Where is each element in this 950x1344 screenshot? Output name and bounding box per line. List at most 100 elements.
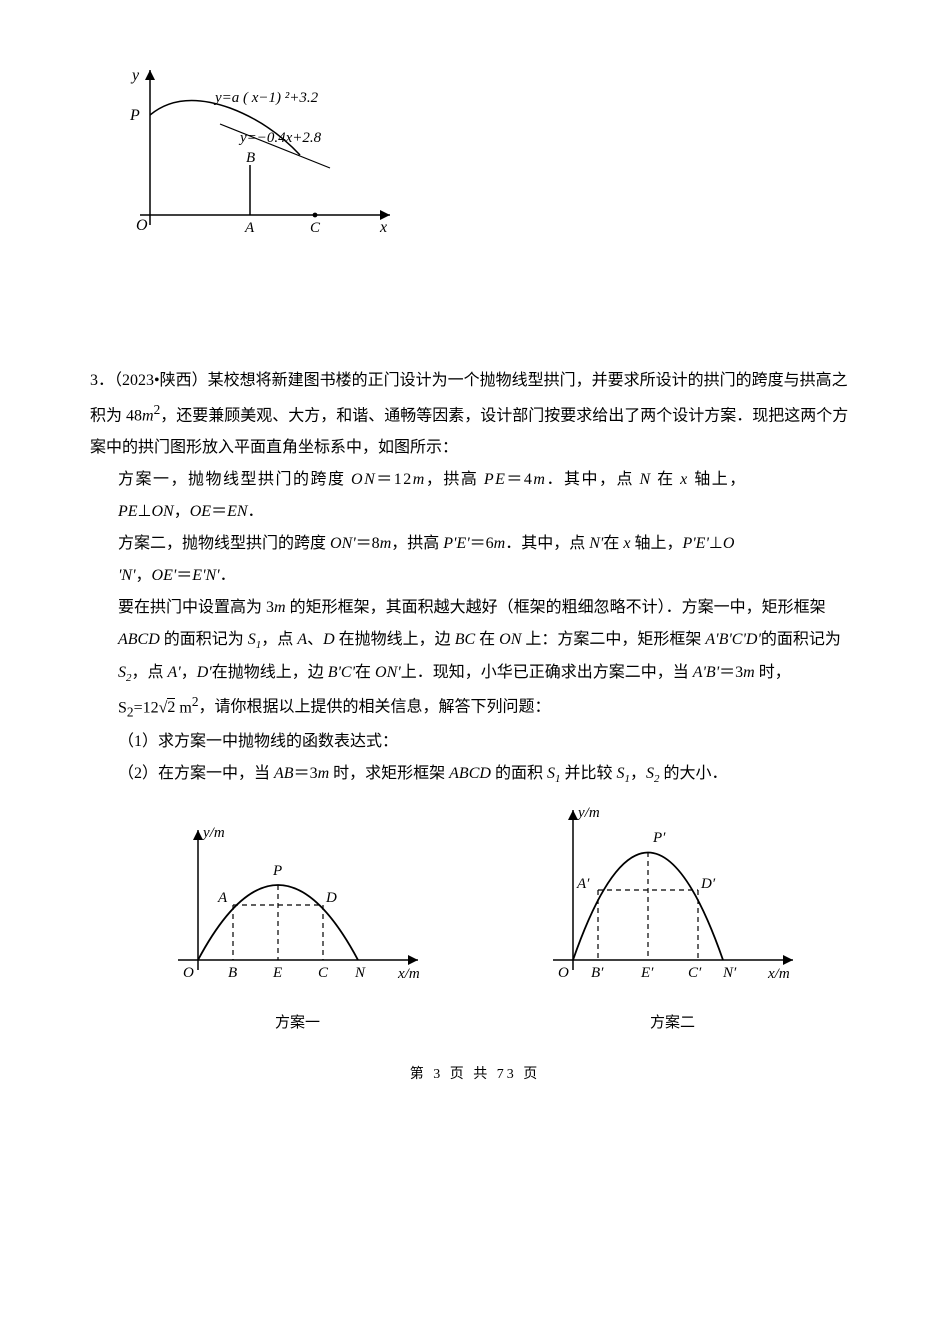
plan1-end2: 在 (652, 471, 681, 488)
s2pre: S (118, 699, 127, 716)
q2b: ＝3 (294, 765, 318, 782)
plan1-n: N (639, 471, 651, 488)
plan2a: 方案二，抛物线型拱门的跨度 (118, 535, 330, 552)
fig1-B: B (228, 965, 237, 981)
b3k: ， (181, 664, 197, 681)
b3l: 在抛物线上，边 (212, 664, 328, 681)
s2post: m (175, 699, 191, 716)
plan2-end2: 在 (603, 535, 623, 552)
q2m: m (318, 765, 330, 782)
b3s1: S (248, 631, 256, 648)
q2d: 的面积 (491, 765, 547, 782)
plan1-end3: 轴上， (689, 471, 747, 488)
b3bcp: B'C' (328, 664, 355, 681)
q2c: 时，求矩形框架 (329, 765, 449, 782)
problem-3: 3．（2023•陕西）某校想将新建图书楼的正门设计为一个抛物线型拱门，并要求所设… (90, 365, 860, 1038)
A-label: A (244, 220, 255, 236)
origin-label: O (136, 217, 148, 234)
top-figure-svg: y x O y=a ( x−1) ²+3.2 P B A y=−0.4x+2.8… (120, 60, 400, 240)
fig2-xlabel: x/m (767, 966, 790, 982)
plan1-eq2: ＝4 (506, 471, 533, 488)
plan1-para: 方案一，抛物线型拱门的跨度 ON＝12m，拱高 PE＝4m．其中，点 N 在 x… (118, 464, 860, 496)
b3m: m (274, 599, 286, 616)
footer-mid: 页 共 (450, 1067, 491, 1082)
body3-para: 要在拱门中设置高为 3m 的矩形框架，其面积越大越好（框架的粗细忽略不计）．方案… (118, 592, 860, 726)
fig2-B: B′ (591, 965, 604, 981)
fig1-P: P (272, 863, 282, 879)
fig2-E: E′ (640, 965, 654, 981)
b3i: 的面积记为 (761, 631, 841, 648)
plan2-perp: ⊥ (709, 535, 723, 552)
fig2-A: A′ (576, 876, 590, 892)
b3abcd2: A'B'C'D' (705, 631, 760, 648)
fig2-caption: 方案二 (533, 1008, 813, 1038)
plan2-eq2: ＝6 (470, 535, 494, 552)
b3D: D (323, 631, 335, 648)
b3d: ，点 (261, 631, 297, 648)
bottom-figures: y/m x/m O P E A D B C (110, 800, 860, 1038)
plan2-mid: ，拱高 (391, 535, 443, 552)
p1l2perp: ⊥ (138, 503, 152, 520)
b3onp: ON' (375, 664, 401, 681)
plan1-pe: PE (484, 471, 507, 488)
C-label: C (310, 220, 321, 236)
plan2-end: ．其中，点 (505, 535, 589, 552)
s2sup: 2 (192, 694, 199, 709)
plan2-on: ON' (330, 535, 356, 552)
b3c: 的面积记为 (160, 631, 248, 648)
b3A: A (297, 631, 307, 648)
b3m2: 在 (355, 664, 375, 681)
p1l2d: EN (227, 503, 247, 520)
fig2-P: P′ (652, 830, 666, 846)
p1l2a: PE (118, 503, 138, 520)
p1l2period: ． (248, 503, 264, 520)
plan1-eq1: ＝12 (376, 471, 413, 488)
q1-text: （1）求方案一中抛物线的函数表达式： (118, 733, 398, 750)
plan2-pe: P'E' (443, 535, 469, 552)
b3e: 、 (307, 631, 323, 648)
footer-pre: 第 (410, 1067, 427, 1082)
fig1-N: N (354, 965, 366, 981)
footer-post: 页 (523, 1067, 540, 1082)
s2mid: =12 (134, 699, 159, 716)
b3p: 时， (755, 664, 791, 681)
fig2-D: D′ (700, 876, 716, 892)
p1l2comma: ， (174, 503, 190, 520)
fig1-C: C (318, 965, 329, 981)
plan2-para: 方案二，抛物线型拱门的跨度 ON'＝8m，拱高 P'E'＝6m．其中，点 N'在… (118, 528, 860, 560)
fig1-xlabel: x/m (397, 966, 420, 982)
eq1: y=a ( x−1) ²+3.2 (213, 90, 319, 106)
fig1-svg: y/m x/m O P E A D B C (158, 820, 438, 990)
plan1-mid: ，拱高 (426, 471, 484, 488)
p2l2a: 'N' (118, 567, 136, 584)
plan2-line2: 'N'，OE'＝E'N'． (118, 560, 860, 592)
plan2-pep: P'E' (682, 535, 708, 552)
b3b: 的矩形框架，其面积越大越好（框架的粗细忽略不计）．方案一中，矩形框架 (286, 599, 826, 616)
plan2-m1: m (380, 535, 392, 552)
fig1-E: E (272, 965, 282, 981)
p1l2b: ON (151, 503, 173, 520)
fig2-N: N′ (722, 965, 737, 981)
b3a: 要在拱门中设置高为 3 (118, 599, 274, 616)
B-label: B (246, 150, 255, 166)
body1-unit: m (142, 407, 154, 424)
P-label: P (129, 107, 140, 124)
b3f: 在抛物线上，边 (335, 631, 455, 648)
q2e: 并比较 (560, 765, 616, 782)
p2l2comma: ， (136, 567, 152, 584)
b3dp: D' (197, 664, 212, 681)
plan1-m1: m (413, 471, 426, 488)
plan1-line2: PE⊥ON，OE＝EN． (118, 496, 860, 528)
plan1-x: x (680, 471, 689, 488)
q2g: 的大小． (659, 765, 727, 782)
b3n: 上．现知，小华已正确求出方案二中，当 (401, 664, 693, 681)
p1l2eq: ＝ (211, 503, 227, 520)
b3j: ，点 (132, 664, 168, 681)
b3bc: BC (455, 631, 475, 648)
b3o: ＝3 (719, 664, 743, 681)
q2f: ， (630, 765, 646, 782)
y-arrow (145, 70, 155, 80)
b3s2: S (118, 664, 126, 681)
y-label: y (130, 67, 140, 84)
eq2: y=−0.4x+2.8 (238, 130, 322, 146)
